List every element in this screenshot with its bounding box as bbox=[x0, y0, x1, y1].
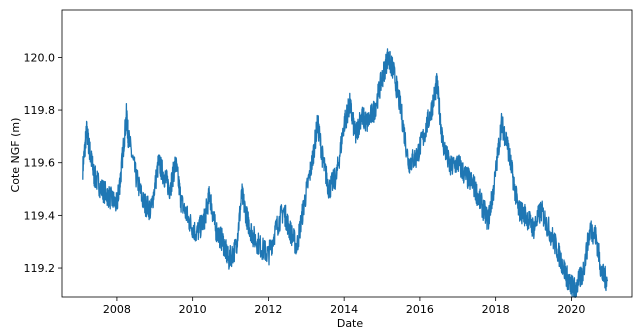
y-tick-label: 119.8 bbox=[24, 104, 56, 117]
y-tick-label: 120.0 bbox=[24, 51, 56, 64]
y-tick-label: 119.2 bbox=[24, 262, 56, 275]
series-line bbox=[82, 48, 609, 299]
axes-frame bbox=[61, 9, 633, 298]
plot-area bbox=[82, 48, 609, 299]
x-tick-label: 2014 bbox=[330, 303, 358, 316]
y-tick-label: 119.6 bbox=[24, 157, 56, 170]
x-tick-label: 2016 bbox=[406, 303, 434, 316]
y-axis-label: Cote NGF (m) bbox=[9, 118, 22, 193]
x-tick-label: 2018 bbox=[482, 303, 510, 316]
x-tick-label: 2008 bbox=[103, 303, 131, 316]
y-axis: 119.2 119.4 119.6 119.8 120.0 bbox=[24, 51, 62, 275]
x-tick-label: 2012 bbox=[254, 303, 282, 316]
x-tick-label: 2010 bbox=[179, 303, 207, 316]
x-tick-label: 2020 bbox=[557, 303, 585, 316]
x-axis: 2008 2010 2012 2014 2016 2018 2020 bbox=[103, 297, 585, 316]
x-axis-label: Date bbox=[337, 317, 364, 329]
y-tick-label: 119.4 bbox=[24, 209, 56, 222]
